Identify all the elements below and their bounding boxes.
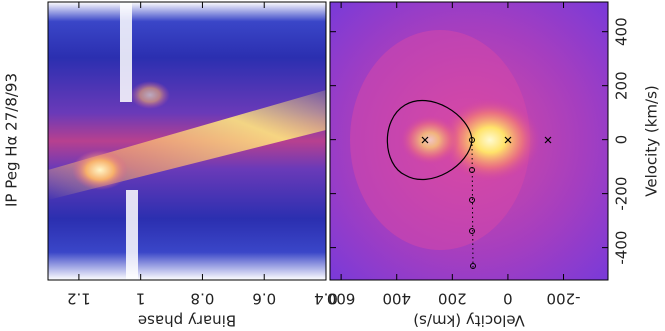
y-tick-label: 400 [613, 17, 631, 46]
y-tick-label: -200 [613, 177, 631, 211]
x-axis-label: Velocity (km/s) [413, 312, 524, 330]
y-tick-label: 0 [613, 135, 631, 145]
x-tick-label: 200 [438, 290, 467, 308]
doppler-map-image [329, 1, 609, 281]
x-tick-label: 0 [503, 290, 513, 308]
x-axis-label: Binary phase [138, 312, 236, 330]
x-tick-label: 0.4 [314, 290, 338, 308]
title: IP Peg Hα 27/8/93 [3, 73, 21, 207]
y-tick-label: 200 [613, 71, 631, 100]
x-tick-label: -200 [546, 290, 580, 308]
trailed-spectrum-image [47, 1, 327, 281]
x-tick-label: 0.8 [191, 290, 215, 308]
y-tick-label: -400 [613, 231, 631, 265]
x-tick-label: 1 [136, 290, 146, 308]
x-tick-label: 1.2 [67, 290, 91, 308]
x-tick-label: 400 [382, 290, 411, 308]
x-tick-label: 600 [327, 290, 356, 308]
y-axis-label: Velocity (km/s) [643, 85, 661, 196]
x-tick-label: 0.6 [252, 290, 276, 308]
